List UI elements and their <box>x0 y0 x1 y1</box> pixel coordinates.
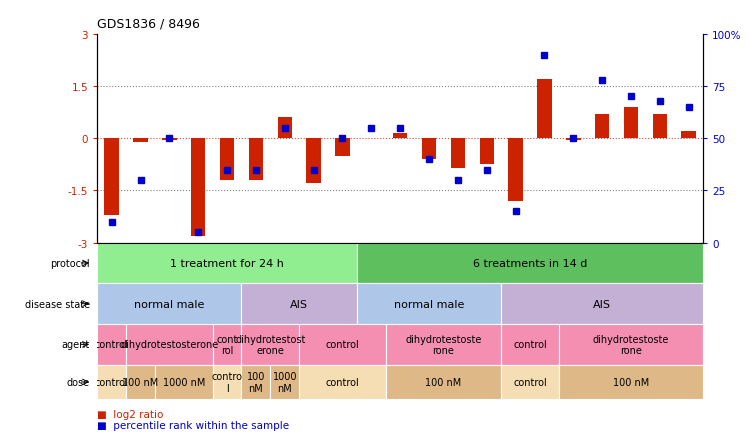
Bar <box>133 139 148 142</box>
Bar <box>479 139 494 165</box>
Text: cont
rol: cont rol <box>216 334 238 355</box>
Text: ■  log2 ratio: ■ log2 ratio <box>97 410 164 419</box>
Bar <box>595 115 610 139</box>
Bar <box>501 284 703 324</box>
Text: 1 treatment for 24 h: 1 treatment for 24 h <box>170 258 284 268</box>
Text: dose: dose <box>67 377 90 387</box>
Bar <box>299 365 386 399</box>
Bar <box>248 139 263 181</box>
Bar <box>105 139 119 215</box>
Text: dihydrotestosterone: dihydrotestosterone <box>120 340 218 349</box>
Bar <box>126 324 212 365</box>
Text: control: control <box>325 377 359 387</box>
Bar <box>212 365 242 399</box>
Bar <box>155 365 212 399</box>
Text: 6 treatments in 14 d: 6 treatments in 14 d <box>473 258 587 268</box>
Bar <box>242 365 270 399</box>
Bar <box>97 324 126 365</box>
Text: normal male: normal male <box>394 299 465 309</box>
Text: disease state: disease state <box>25 299 90 309</box>
Text: GDS1836 / 8496: GDS1836 / 8496 <box>97 17 200 30</box>
Text: 100 nM: 100 nM <box>123 377 159 387</box>
Text: normal male: normal male <box>134 299 204 309</box>
Bar <box>242 284 357 324</box>
Bar <box>357 243 703 284</box>
Bar <box>335 139 349 156</box>
Bar <box>681 132 696 139</box>
Bar <box>97 365 126 399</box>
Bar <box>162 139 177 141</box>
Text: 1000 nM: 1000 nM <box>162 377 205 387</box>
Bar <box>97 284 242 324</box>
Bar <box>307 139 321 184</box>
Bar <box>242 324 299 365</box>
Bar <box>126 365 155 399</box>
Text: AIS: AIS <box>593 299 611 309</box>
Bar <box>220 139 234 181</box>
Bar <box>652 115 667 139</box>
Text: ■  percentile rank within the sample: ■ percentile rank within the sample <box>97 421 289 430</box>
Bar <box>509 139 523 201</box>
Text: control: control <box>513 377 547 387</box>
Text: control: control <box>513 340 547 349</box>
Bar <box>97 243 357 284</box>
Bar <box>270 365 299 399</box>
Text: dihydrotestoste
rone: dihydrotestoste rone <box>405 334 482 355</box>
Text: dihydrotestoste
rone: dihydrotestoste rone <box>593 334 669 355</box>
Text: AIS: AIS <box>290 299 308 309</box>
Text: 100 nM: 100 nM <box>426 377 462 387</box>
Bar <box>624 108 638 139</box>
Bar <box>559 324 703 365</box>
Bar <box>386 324 501 365</box>
Text: control: control <box>95 377 129 387</box>
Bar <box>191 139 206 236</box>
Text: protocol: protocol <box>50 258 90 268</box>
Bar <box>501 365 559 399</box>
Bar <box>212 324 242 365</box>
Bar <box>450 139 465 168</box>
Bar <box>422 139 436 160</box>
Bar <box>386 365 501 399</box>
Bar <box>393 134 408 139</box>
Bar <box>537 80 552 139</box>
Bar <box>278 118 292 139</box>
Text: 100
nM: 100 nM <box>247 372 265 393</box>
Text: 1000
nM: 1000 nM <box>272 372 297 393</box>
Text: control: control <box>325 340 359 349</box>
Text: dihydrotestost
erone: dihydrotestost erone <box>235 334 305 355</box>
Bar <box>566 139 580 141</box>
Bar <box>559 365 703 399</box>
Text: contro
l: contro l <box>212 372 242 393</box>
Text: agent: agent <box>61 340 90 349</box>
Text: control: control <box>95 340 129 349</box>
Text: 100 nM: 100 nM <box>613 377 649 387</box>
Bar <box>357 284 501 324</box>
Bar <box>299 324 386 365</box>
Bar <box>501 324 559 365</box>
